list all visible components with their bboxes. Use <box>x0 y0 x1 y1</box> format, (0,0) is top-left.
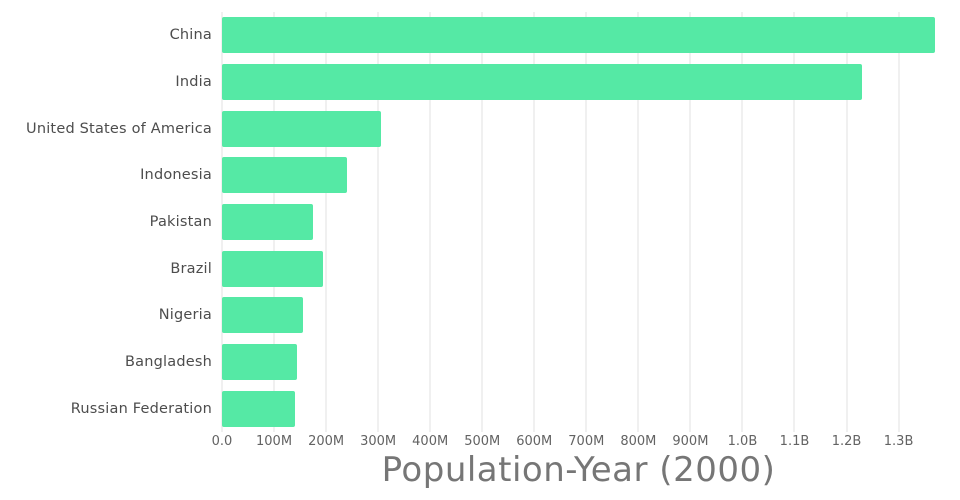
x-tick-label: 100M <box>256 434 293 449</box>
x-axis-ticks: 0.0 100M 200M 300M 400M 500M 600M 700M 800M 900M 1… <box>212 434 935 452</box>
gridline <box>793 12 795 432</box>
gridline <box>898 12 900 432</box>
bar[interactable] <box>222 250 324 287</box>
category-label: Bangladesh <box>124 354 212 371</box>
bar-track <box>222 12 935 59</box>
x-tick-label: 0.0 <box>211 434 233 449</box>
bar-rows: China India United States of America Indone… <box>0 12 935 432</box>
bar-track <box>222 105 935 152</box>
x-tick-label: 200M <box>308 434 345 449</box>
bar[interactable] <box>222 390 295 427</box>
gridline <box>846 12 848 432</box>
bar-row: Nigeria <box>0 292 935 339</box>
bar[interactable] <box>222 344 298 381</box>
bar[interactable] <box>222 17 935 54</box>
category-label: Russian Federation <box>70 400 212 417</box>
gridlines <box>221 12 935 432</box>
category-label: United States of America <box>26 120 212 137</box>
category-label: Nigeria <box>158 307 212 324</box>
bar-row: United States of America <box>0 105 935 152</box>
x-tick-label: 1.2B <box>831 434 862 449</box>
category-label: China <box>169 27 212 44</box>
gridline <box>585 12 587 432</box>
gridline <box>741 12 743 432</box>
bar-track <box>222 292 935 339</box>
x-tick-label: 300M <box>360 434 397 449</box>
bar-row: Pakistan <box>0 199 935 246</box>
bar[interactable] <box>222 110 381 147</box>
gridline <box>533 12 535 432</box>
bar-row: Russian Federation <box>0 385 935 432</box>
bar-row: China <box>0 12 935 59</box>
bar-row: India <box>0 59 935 106</box>
x-tick-label: 1.3B <box>883 434 914 449</box>
bar-track <box>222 152 935 199</box>
bar-row: Brazil <box>0 245 935 292</box>
x-tick-label: 900M <box>672 434 709 449</box>
gridline <box>325 12 327 432</box>
gridline <box>481 12 483 432</box>
bar-row: Bangladesh <box>0 339 935 386</box>
bar[interactable] <box>222 64 863 100</box>
bar-track <box>222 59 935 106</box>
x-tick-label: 800M <box>620 434 657 449</box>
bar[interactable] <box>222 204 314 241</box>
x-tick-label: 1.0B <box>727 434 758 449</box>
chart-title: Population-Year (2000) <box>381 450 776 490</box>
x-tick-label: 700M <box>568 434 605 449</box>
bar[interactable] <box>222 157 347 194</box>
bar-row: Indonesia <box>0 152 935 199</box>
x-tick-label: 1.1B <box>779 434 810 449</box>
category-label: Brazil <box>170 260 212 277</box>
x-tick-label: 600M <box>516 434 553 449</box>
x-tick-label: 400M <box>412 434 449 449</box>
category-label: India <box>175 74 212 90</box>
bar-track <box>222 385 935 432</box>
x-tick-label: 500M <box>464 434 501 449</box>
bar-track <box>222 199 935 246</box>
bar[interactable] <box>222 297 303 334</box>
gridline <box>637 12 639 432</box>
category-label: Indonesia <box>140 167 212 184</box>
category-label: Pakistan <box>149 214 212 231</box>
gridline <box>429 12 431 432</box>
gridline <box>377 12 379 432</box>
bar-track <box>222 245 935 292</box>
gridline <box>689 12 691 432</box>
bar-track <box>222 339 935 386</box>
